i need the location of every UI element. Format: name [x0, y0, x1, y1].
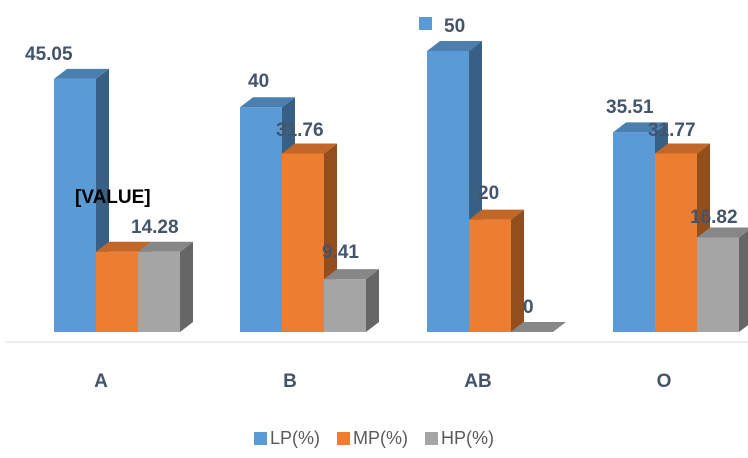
bar-b-hp [324, 279, 366, 332]
data-label-b-lp: 40 [248, 71, 269, 92]
data-label-a-hp: 14.28 [131, 217, 179, 238]
bar-b-hp-side [366, 269, 379, 332]
bar-o-hp [697, 237, 739, 332]
bar-a-hp [138, 251, 180, 332]
legend-swatch-mp [337, 432, 350, 445]
legend-label-mp: MP(%) [353, 428, 408, 448]
bar-ab-mp [469, 219, 511, 332]
bar-o-mp-top [655, 143, 710, 154]
category-label-o: O [657, 371, 672, 392]
bar-ab-mp-side [511, 209, 524, 332]
bar-a-hp-side [180, 241, 193, 332]
data-label-ab-lp: 50 [444, 16, 465, 37]
bar-a-mp-top [96, 241, 151, 252]
legend: LP(%) MP(%) HP(%) [0, 428, 748, 449]
bar-b-lp [240, 107, 282, 332]
category-label-a: A [94, 371, 108, 392]
bar-o-hp-side [739, 230, 748, 332]
bar-b-mp [282, 153, 324, 332]
data-label-b-hp: 9.41 [322, 242, 359, 263]
bar-ab-mp-top [469, 209, 524, 220]
data-label-ab-mp: 20 [478, 183, 499, 204]
legend-item-lp: LP(%) [253, 428, 320, 449]
legend-item-hp: HP(%) [425, 428, 494, 449]
category-label-b: B [283, 371, 297, 392]
data-label-o-lp: 35.51 [606, 97, 654, 118]
data-label-a-lp: 45.05 [25, 44, 73, 65]
bar-a-hp-top [138, 241, 193, 252]
data-labels-layer: 45.05 40 50 35.51 [VALUE] 31.76 20 31.77 14.28 9.… [25, 16, 738, 318]
bar-a-lp [54, 78, 96, 332]
bar-o-lp-top [613, 122, 668, 133]
bar-b-mp-top [282, 143, 337, 154]
legend-swatch-hp [425, 432, 439, 445]
label-marker-ab-lp [419, 17, 432, 30]
data-label-b-mp: 31.76 [276, 120, 324, 141]
legend-swatch-lp [253, 432, 267, 445]
bars-layer [6, 41, 748, 343]
bar-a-lp-top [54, 68, 109, 79]
data-label-a-mp: [VALUE] [75, 187, 151, 208]
bar-o-lp [613, 132, 655, 332]
legend-label-lp: LP(%) [269, 428, 320, 448]
data-label-o-hp: 16.82 [690, 207, 738, 228]
bar-b-hp-top [324, 269, 379, 280]
data-label-ab-hp: 0 [523, 297, 534, 318]
legend-item-mp: MP(%) [337, 428, 408, 449]
bar-a-mp [96, 251, 138, 332]
bar-o-mp [655, 153, 697, 332]
category-label-ab: AB [464, 371, 491, 392]
bar-ab-hp-top [511, 322, 566, 332]
bar-ab-lp [427, 51, 469, 332]
legend-label-hp: HP(%) [441, 428, 495, 448]
bar-ab-lp-top [427, 41, 482, 51]
category-labels-layer: A B AB O [94, 371, 671, 392]
data-label-o-mp: 31.77 [648, 120, 696, 141]
bar-b-lp-top [240, 97, 295, 108]
bar-o-hp-top [697, 227, 748, 238]
